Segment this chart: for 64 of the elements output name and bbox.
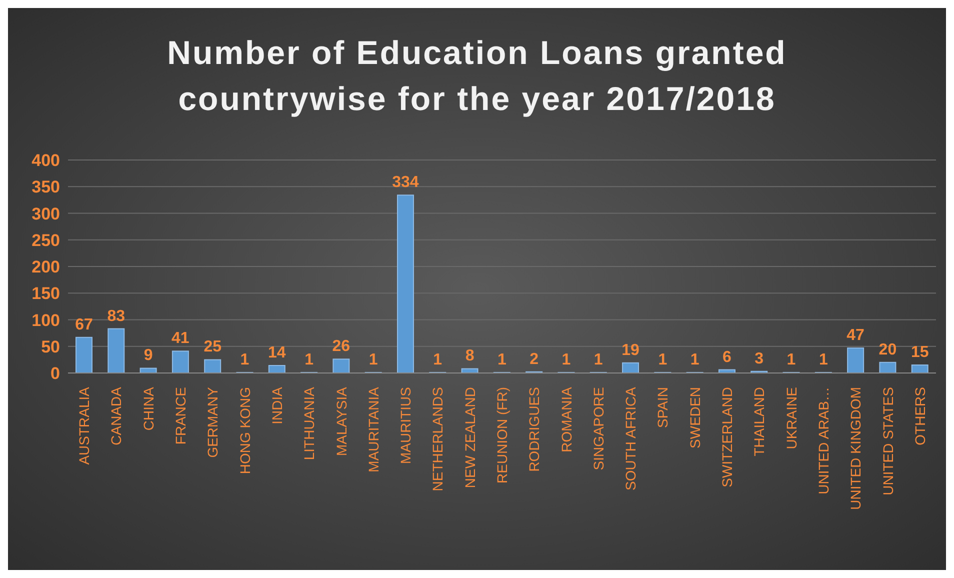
data-label: 25 bbox=[204, 338, 222, 356]
y-tick-label: 150 bbox=[32, 284, 60, 304]
y-tick-label: 50 bbox=[41, 337, 60, 356]
x-tick-label: LITHUANIA bbox=[301, 386, 318, 460]
data-label: 1 bbox=[818, 351, 828, 368]
data-label: 1 bbox=[433, 351, 442, 368]
x-tick-label: UNITED ARAB… bbox=[815, 387, 832, 494]
x-tick-label: MAURITANIA bbox=[365, 386, 382, 472]
chart-title: Number of Education Loans granted countrywise for the year 2017/2018 bbox=[166, 33, 788, 119]
y-tick-label: 350 bbox=[32, 178, 60, 197]
data-label: 1 bbox=[658, 351, 668, 368]
data-label: 67 bbox=[75, 316, 93, 334]
x-tick-label: SPAIN bbox=[654, 387, 671, 428]
x-tick-label: RODRIGUES bbox=[526, 387, 542, 472]
data-label: 1 bbox=[304, 351, 314, 368]
x-tick-label: SWITZERLAND bbox=[719, 387, 736, 488]
x-tick-label: THAILAND bbox=[751, 387, 768, 456]
data-label: 1 bbox=[690, 351, 700, 368]
x-tick-label: OTHERS bbox=[912, 387, 928, 446]
x-tick-label: MALAYSIA bbox=[333, 386, 350, 456]
data-label: 47 bbox=[846, 326, 865, 344]
data-label: 9 bbox=[144, 347, 153, 364]
data-label: 1 bbox=[497, 351, 506, 368]
y-tick-label: 400 bbox=[32, 151, 60, 170]
y-tick-label: 0 bbox=[50, 364, 60, 384]
x-tick-label: SOUTH AFRICA bbox=[622, 386, 639, 490]
x-tick-label: NEW ZEALAND bbox=[462, 387, 478, 488]
x-tick-label: UNITED STATES bbox=[880, 387, 896, 496]
x-tick-label: SWEDEN bbox=[686, 387, 703, 448]
data-label: 1 bbox=[594, 351, 603, 368]
data-label: 1 bbox=[368, 351, 378, 368]
y-tick-label: 200 bbox=[32, 258, 60, 277]
data-label: 8 bbox=[465, 348, 474, 365]
data-label: 1 bbox=[562, 351, 571, 368]
x-tick-label: CHINA bbox=[140, 386, 156, 431]
data-label: 19 bbox=[622, 342, 640, 359]
x-tick-label: SINGAPORE bbox=[590, 387, 606, 470]
x-tick-label: GERMANY bbox=[204, 386, 221, 458]
x-tick-label: INDIA bbox=[268, 386, 285, 424]
data-label: 14 bbox=[268, 344, 286, 362]
data-label: 15 bbox=[910, 344, 929, 362]
x-tick-label: HONG KONG bbox=[236, 387, 253, 474]
data-label: 2 bbox=[530, 350, 539, 368]
y-tick-label: 250 bbox=[32, 230, 60, 250]
x-tick-label: UKRAINE bbox=[783, 387, 800, 450]
x-tick-label: MAURITIUS bbox=[398, 387, 414, 464]
x-tick-label: NETHERLANDS bbox=[430, 387, 446, 492]
x-tick-label: UNITED KINGDOM bbox=[848, 387, 864, 510]
data-label: 3 bbox=[754, 350, 764, 368]
data-label: 334 bbox=[392, 174, 419, 192]
data-label: 41 bbox=[172, 330, 190, 348]
y-tick-label: 100 bbox=[32, 310, 60, 330]
data-label: 6 bbox=[722, 348, 732, 366]
data-label: 26 bbox=[332, 338, 350, 356]
x-tick-label: AUSTRALIA bbox=[76, 386, 92, 465]
x-tick-label: FRANCE bbox=[172, 387, 189, 445]
data-label: 83 bbox=[107, 308, 126, 325]
data-label: 20 bbox=[878, 341, 897, 358]
x-tick-label: REUNION (FR) bbox=[494, 387, 510, 484]
x-tick-label: ROMANIA bbox=[558, 386, 574, 452]
data-label: 1 bbox=[786, 351, 796, 368]
data-label: 1 bbox=[240, 351, 250, 368]
x-tick-label: CANADA bbox=[108, 386, 124, 446]
y-tick-label: 300 bbox=[32, 204, 60, 224]
